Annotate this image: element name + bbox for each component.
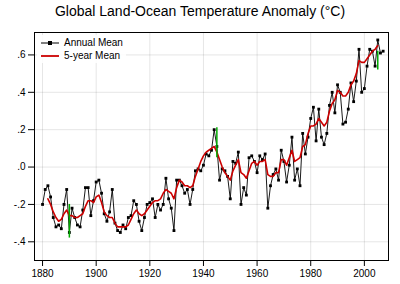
svg-text:.2: .2 bbox=[17, 124, 26, 135]
svg-text:1920: 1920 bbox=[139, 268, 162, 279]
svg-text:1880: 1880 bbox=[31, 268, 54, 279]
svg-text:-.4: -.4 bbox=[14, 236, 26, 247]
html-text:5-year Mean: 5-year Mean bbox=[64, 50, 121, 61]
svg-text:.4: .4 bbox=[17, 87, 26, 98]
svg-text:.0: .0 bbox=[17, 161, 26, 172]
html-text:Global Land-Ocean Temperature: Global Land-Ocean Temperature Anomaly (°… bbox=[54, 3, 346, 19]
svg-text:1980: 1980 bbox=[300, 268, 323, 279]
svg-text:2000: 2000 bbox=[353, 268, 376, 279]
svg-text:.6: .6 bbox=[17, 49, 26, 60]
svg-text:1960: 1960 bbox=[246, 268, 269, 279]
svg-text:1940: 1940 bbox=[192, 268, 215, 279]
html-text:Annual Mean: Annual Mean bbox=[64, 37, 123, 48]
svg-text:1900: 1900 bbox=[85, 268, 108, 279]
svg-text:-.2: -.2 bbox=[14, 199, 26, 210]
